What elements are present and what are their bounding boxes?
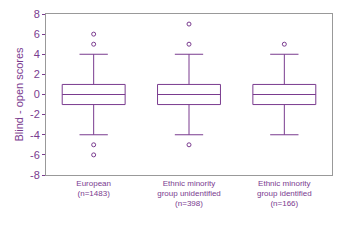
svg-text:-8: -8 — [30, 169, 40, 181]
svg-text:-2: -2 — [30, 108, 40, 120]
svg-text:Ethnic minoritygroup identifie: Ethnic minoritygroup identified(n=166) — [257, 179, 312, 209]
svg-text:4: 4 — [34, 48, 40, 60]
svg-text:European(n=1483): European(n=1483) — [76, 179, 111, 198]
svg-text:0: 0 — [34, 88, 40, 100]
svg-text:Blind - open scores: Blind - open scores — [13, 47, 25, 142]
svg-text:8: 8 — [34, 8, 40, 20]
svg-text:Ethnic minoritygroup unidentif: Ethnic minoritygroup unidentified(n=398) — [157, 179, 221, 209]
svg-text:2: 2 — [34, 68, 40, 80]
svg-text:6: 6 — [34, 28, 40, 40]
svg-text:-6: -6 — [30, 149, 40, 161]
svg-text:-4: -4 — [30, 129, 40, 141]
